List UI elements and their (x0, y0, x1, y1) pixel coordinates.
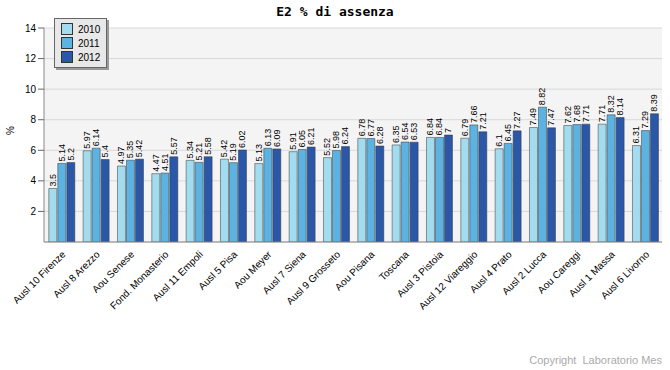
svg-text:Ausl 2 Lucca: Ausl 2 Lucca (500, 248, 549, 297)
svg-text:8.32: 8.32 (606, 95, 617, 113)
svg-text:Aou Careggi: Aou Careggi (535, 248, 583, 296)
svg-text:8.39: 8.39 (649, 94, 659, 112)
svg-text:6.78: 6.78 (356, 118, 367, 137)
svg-text:5.98: 5.98 (331, 131, 342, 149)
svg-text:2: 2 (30, 206, 36, 217)
svg-text:5.91: 5.91 (288, 132, 299, 150)
svg-text:7.71: 7.71 (581, 105, 591, 123)
svg-text:6.84: 6.84 (434, 117, 445, 136)
svg-text:8.14: 8.14 (615, 98, 625, 116)
svg-text:Ausl 11 Empoli: Ausl 11 Empoli (151, 249, 205, 303)
svg-text:6.84: 6.84 (425, 117, 436, 136)
svg-text:7.49: 7.49 (528, 108, 538, 126)
svg-text:Ausl 9 Grosseto: Ausl 9 Grosseto (284, 248, 342, 306)
svg-text:5.21: 5.21 (194, 142, 205, 161)
svg-text:Aou Pisana: Aou Pisana (333, 248, 377, 292)
svg-text:4: 4 (30, 175, 36, 186)
svg-text:5.35: 5.35 (125, 140, 136, 159)
svg-text:6.1: 6.1 (494, 134, 505, 147)
svg-text:Ausl 5 Pisa: Ausl 5 Pisa (196, 248, 240, 292)
svg-text:Aou Senese: Aou Senese (90, 248, 137, 295)
svg-text:8: 8 (30, 114, 36, 125)
svg-text:6.02: 6.02 (237, 130, 247, 148)
svg-text:6.35: 6.35 (391, 125, 402, 143)
svg-text:5.42: 5.42 (219, 139, 230, 158)
svg-text:Ausl 7 Siena: Ausl 7 Siena (260, 248, 308, 297)
svg-text:6.09: 6.09 (272, 129, 282, 147)
svg-text:Ausl 12 Viareggio: Ausl 12 Viareggio (417, 248, 480, 311)
svg-text:5.42: 5.42 (134, 140, 144, 158)
svg-text:5.34: 5.34 (185, 140, 196, 159)
svg-text:7: 7 (443, 128, 453, 133)
svg-text:Ausl 6 Livorno: Ausl 6 Livorno (599, 248, 652, 301)
svg-text:Ausl 8 Arezzo: Ausl 8 Arezzo (50, 248, 102, 300)
svg-text:5.19: 5.19 (228, 143, 239, 161)
svg-text:6.28: 6.28 (375, 126, 385, 144)
svg-text:4.47: 4.47 (150, 154, 161, 172)
svg-text:4.97: 4.97 (116, 146, 127, 164)
svg-text:6.14: 6.14 (91, 129, 101, 147)
html-text:2012: 2012 (78, 51, 101, 63)
svg-text:5.52: 5.52 (322, 138, 333, 156)
svg-text:6.53: 6.53 (409, 123, 419, 141)
svg-text:%: % (8, 126, 16, 135)
svg-text:6.31: 6.31 (631, 126, 642, 144)
svg-text:7.29: 7.29 (640, 111, 650, 129)
svg-text:5.97: 5.97 (82, 131, 93, 149)
svg-text:6.54: 6.54 (400, 122, 411, 140)
svg-text:7.62: 7.62 (562, 106, 573, 124)
svg-text:5.14: 5.14 (56, 143, 67, 162)
svg-text:7.71: 7.71 (597, 104, 608, 123)
svg-text:Ausl 1 Massa: Ausl 1 Massa (566, 248, 617, 299)
svg-text:Toscana: Toscana (377, 248, 411, 282)
svg-text:14: 14 (25, 23, 37, 34)
svg-text:7.21: 7.21 (478, 112, 488, 130)
svg-text:Aou Meyer: Aou Meyer (231, 248, 274, 291)
svg-text:8.82: 8.82 (537, 88, 547, 106)
svg-text:10: 10 (25, 84, 37, 95)
svg-text:7.47: 7.47 (546, 108, 556, 126)
svg-text:6.79: 6.79 (459, 118, 470, 137)
html-text:2010: 2010 (78, 23, 101, 35)
html-text:Copyright Laboratorio Mes: Copyright Laboratorio Mes (529, 354, 662, 366)
svg-text:7.68: 7.68 (571, 105, 582, 123)
svg-text:Ausl 3 Pistoia: Ausl 3 Pistoia (394, 248, 446, 300)
svg-text:6.05: 6.05 (297, 130, 308, 148)
svg-text:Ausl 4 Prato: Ausl 4 Prato (467, 248, 514, 295)
svg-text:6.77: 6.77 (365, 119, 376, 137)
svg-text:3.5: 3.5 (48, 174, 58, 187)
svg-text:6.45: 6.45 (503, 123, 514, 142)
svg-text:7.27: 7.27 (512, 111, 522, 129)
svg-text:6.21: 6.21 (306, 128, 316, 146)
svg-text:Ausl 10 Firenze: Ausl 10 Firenze (10, 248, 68, 306)
html-text:E2 % di assenza: E2 % di assenza (276, 4, 394, 19)
svg-text:Fond. Monasterio: Fond. Monasterio (108, 248, 171, 311)
svg-text:5.13: 5.13 (253, 144, 264, 162)
html-text:2011: 2011 (78, 37, 100, 49)
svg-text:4.51: 4.51 (160, 154, 170, 172)
svg-text:12: 12 (25, 53, 37, 64)
svg-text:6.24: 6.24 (340, 127, 350, 145)
svg-text:5.2: 5.2 (66, 148, 76, 161)
svg-text:7.66: 7.66 (468, 105, 479, 123)
svg-text:5.57: 5.57 (169, 137, 179, 155)
svg-text:6.13: 6.13 (262, 128, 273, 147)
svg-text:6: 6 (30, 145, 36, 156)
svg-text:5.58: 5.58 (203, 137, 213, 155)
svg-text:5.4: 5.4 (100, 145, 110, 158)
